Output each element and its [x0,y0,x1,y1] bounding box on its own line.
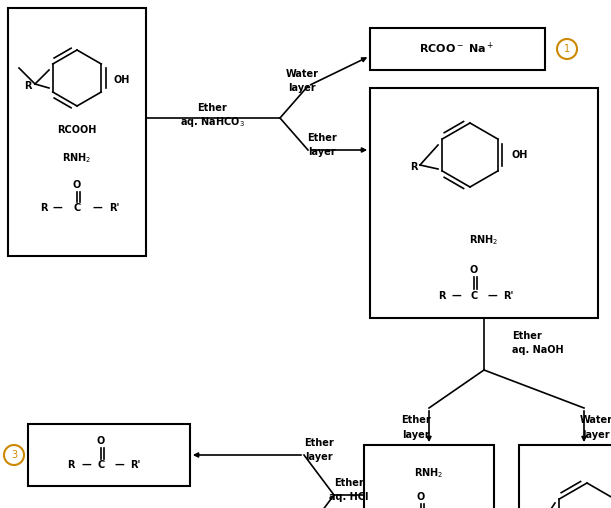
Text: RCOO$^-$ Na$^+$: RCOO$^-$ Na$^+$ [419,40,495,56]
Text: —: — [92,203,102,213]
Text: Ether: Ether [197,103,227,113]
Circle shape [557,39,577,59]
Text: R': R' [109,203,119,213]
Text: Water: Water [285,69,318,79]
Text: aq. HCl: aq. HCl [329,492,369,502]
Text: Ether: Ether [307,133,337,143]
Bar [364,445,494,508]
Text: O: O [97,436,105,446]
Bar [370,28,545,70]
Circle shape [4,445,24,465]
Text: RCOOH: RCOOH [57,125,97,135]
Text: layer: layer [288,83,316,93]
Text: —: — [52,203,62,213]
Text: layer: layer [582,430,610,440]
Text: layer: layer [402,430,430,440]
Text: R: R [24,81,32,91]
Text: Ether: Ether [304,438,334,448]
Bar [28,424,190,486]
Text: RNH$_2$: RNH$_2$ [469,233,499,247]
Bar [370,88,598,318]
Text: aq. NaOH: aq. NaOH [512,345,563,355]
Text: C: C [73,203,81,213]
Text: layer: layer [308,147,336,157]
Text: R': R' [130,460,140,470]
Text: R: R [40,203,48,213]
Text: O: O [470,265,478,275]
Text: R': R' [503,291,513,301]
Text: Water: Water [579,415,611,425]
Text: 3: 3 [11,450,17,460]
Text: R: R [411,162,418,172]
Text: C: C [97,460,104,470]
Text: layer: layer [305,452,333,462]
Text: OH: OH [114,75,130,85]
Text: RNH$_2$: RNH$_2$ [62,151,92,165]
Text: OH: OH [512,150,529,160]
Text: —: — [81,460,91,470]
Text: Ether: Ether [401,415,431,425]
Text: —: — [451,291,461,301]
Text: R: R [438,291,446,301]
Text: RNH$_2$: RNH$_2$ [414,466,444,480]
Text: —: — [114,460,124,470]
Text: O: O [417,492,425,502]
Text: aq. NaHCO$_3$: aq. NaHCO$_3$ [180,115,244,129]
Bar [519,445,611,508]
Bar [8,8,146,256]
Text: Ether: Ether [512,331,542,341]
Text: O: O [73,180,81,190]
Text: C: C [470,291,478,301]
Text: —: — [487,291,497,301]
Text: 1: 1 [564,44,570,54]
Text: R: R [67,460,75,470]
Text: Ether: Ether [334,478,364,488]
